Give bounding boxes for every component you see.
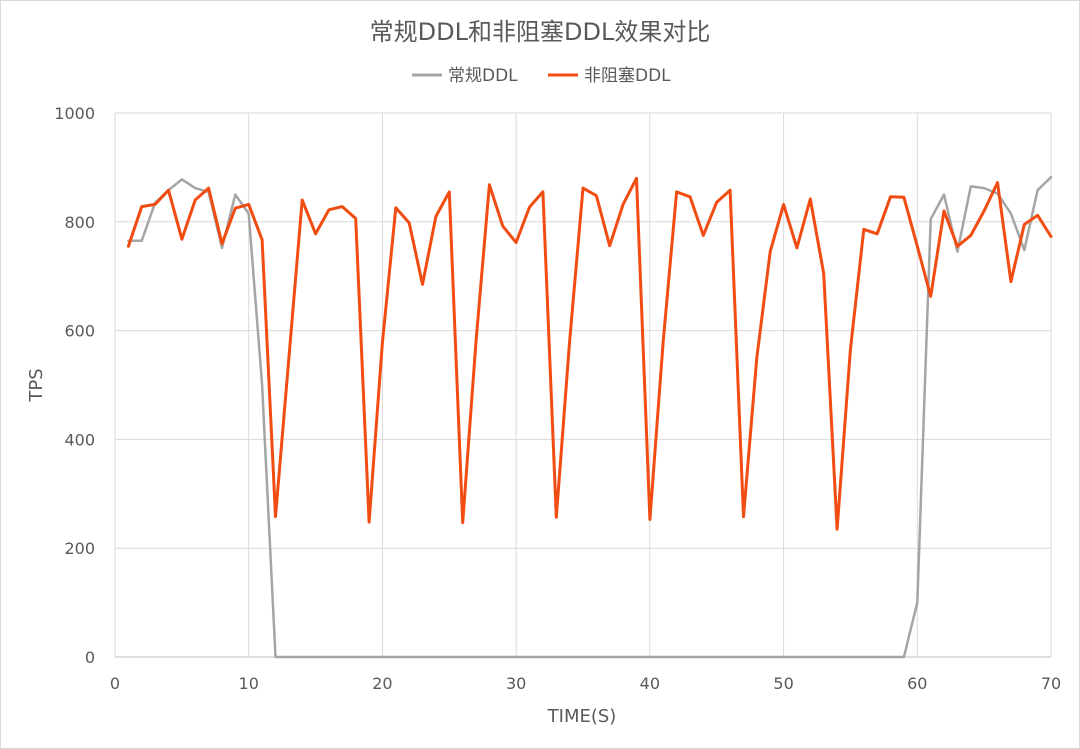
x-tick-label: 70 bbox=[1041, 674, 1061, 693]
y-tick-label: 1000 bbox=[54, 104, 95, 123]
x-tick-label: 10 bbox=[239, 674, 259, 693]
y-tick-label: 800 bbox=[64, 213, 95, 232]
series-line-nonblocking-ddl bbox=[126, 176, 1053, 531]
x-tick-label: 30 bbox=[506, 674, 526, 693]
series-line-regular-ddl bbox=[127, 175, 1053, 659]
y-tick-label: 200 bbox=[64, 539, 95, 558]
x-tick-label: 50 bbox=[773, 674, 793, 693]
legend-label: 常规DDL bbox=[448, 66, 518, 86]
y-tick-label: 0 bbox=[85, 648, 95, 667]
x-tick-label: 20 bbox=[372, 674, 392, 693]
x-tick-label: 0 bbox=[110, 674, 120, 693]
x-tick-label: 60 bbox=[907, 674, 927, 693]
y-tick-label: 400 bbox=[64, 430, 95, 449]
x-axis-label: TIME(S) bbox=[547, 706, 617, 727]
x-tick-label: 40 bbox=[640, 674, 660, 693]
legend-label: 非阻塞DDL bbox=[584, 66, 671, 86]
tick-labels: 0 200 400 600 800 1000 0 10 20 30 40 50 60 70 bbox=[54, 104, 1061, 693]
legend: 常规DDL 非阻塞DDL bbox=[412, 66, 671, 86]
y-tick-label: 600 bbox=[64, 322, 95, 341]
series-lines bbox=[126, 175, 1053, 659]
chart-title: 常规DDL和非阻塞DDL效果对比 bbox=[370, 18, 711, 46]
y-axis-label: TPS bbox=[26, 368, 47, 402]
